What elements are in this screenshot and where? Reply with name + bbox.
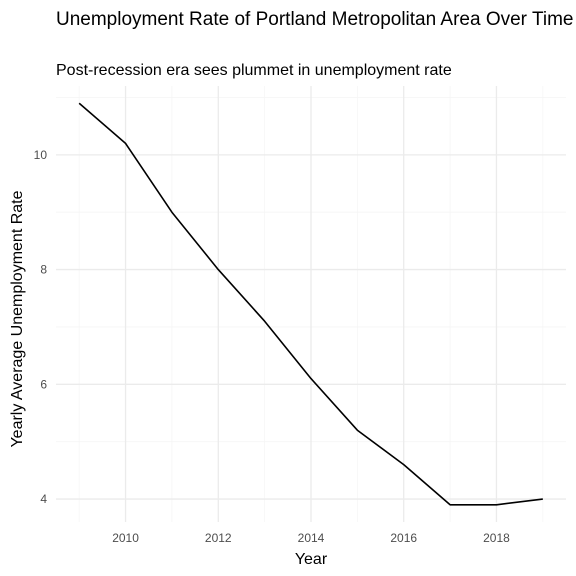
y-tick-label: 10 [34, 148, 48, 162]
x-tick-label: 2014 [298, 531, 325, 545]
chart-title: Unemployment Rate of Portland Metropolit… [56, 9, 574, 30]
y-tick-label: 4 [40, 492, 47, 506]
x-tick-label: 2016 [390, 531, 417, 545]
chart-subtitle: Post-recession era sees plummet in unemp… [56, 62, 452, 79]
series-layer [78, 102, 543, 506]
x-tick-label: 2010 [112, 531, 139, 545]
x-tick-label: 2012 [205, 531, 232, 545]
y-tick-label: 6 [40, 377, 47, 391]
y-tick-labels: 4 6 8 10 [34, 148, 48, 506]
major-gridlines [56, 86, 566, 522]
x-tick-label: 2018 [483, 531, 510, 545]
x-axis-title: Year [295, 551, 328, 568]
y-tick-label: 8 [40, 263, 47, 277]
series-line [78, 102, 543, 506]
x-tick-labels: 2010 2012 2014 2016 2018 [112, 531, 510, 545]
y-axis-title: Yearly Average Unemployment Rate [9, 190, 26, 447]
